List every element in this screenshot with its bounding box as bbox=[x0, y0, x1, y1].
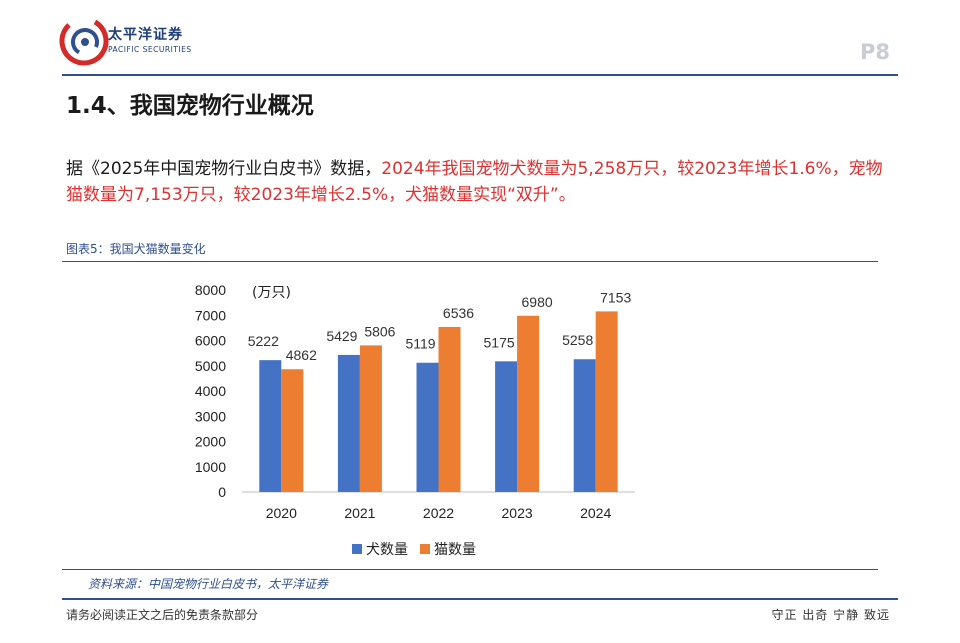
legend-swatch-dog bbox=[352, 544, 362, 554]
bar-cat bbox=[595, 311, 618, 492]
footer-motto: 守正 出奇 宁静 致远 bbox=[771, 608, 890, 622]
y-tick-label: 2000 bbox=[195, 434, 226, 450]
bar-cat bbox=[359, 345, 382, 492]
section-title: 1.4、我国宠物行业概况 bbox=[66, 93, 314, 119]
figure-divider bbox=[62, 261, 878, 262]
bar-dog bbox=[495, 361, 518, 492]
data-label: 5222 bbox=[248, 333, 279, 349]
data-label: 5258 bbox=[562, 332, 593, 348]
y-tick-label: 7000 bbox=[195, 307, 226, 323]
y-tick-label: 5000 bbox=[195, 358, 226, 374]
data-label: 6980 bbox=[522, 294, 553, 310]
figure-source: 资料来源：中国宠物行业白皮书，太平洋证券 bbox=[88, 577, 329, 591]
brand-name-cn: 太平洋证券 bbox=[108, 27, 183, 43]
data-label: 5429 bbox=[326, 328, 357, 344]
page-number: P8 bbox=[859, 40, 890, 64]
y-tick-label: 0 bbox=[218, 484, 226, 500]
y-tick-label: 3000 bbox=[195, 408, 226, 424]
data-label: 5119 bbox=[405, 336, 435, 352]
bar-dog bbox=[573, 359, 596, 492]
legend-label: 猫数量 bbox=[434, 542, 476, 558]
dog-cat-population-chart: 0 1000 2000 3000 4000 5000 6000 7000 8000 (万只) 522… bbox=[195, 282, 635, 558]
x-tick-label: 2022 bbox=[423, 505, 454, 521]
bar-dog bbox=[259, 360, 282, 492]
y-tick-label: 4000 bbox=[195, 383, 226, 399]
y-tick-label: 8000 bbox=[195, 282, 226, 298]
bar-cat bbox=[438, 326, 461, 492]
y-tick-label: 6000 bbox=[195, 333, 226, 349]
data-label: 5175 bbox=[484, 334, 515, 350]
x-tick-label: 2024 bbox=[580, 505, 611, 521]
paragraph-highlight: 2024年我国宠物犬数量为5,258万只，较2023年增长1.6%，宠物猫数量为… bbox=[66, 159, 883, 205]
pacific-securities-logo-icon bbox=[59, 16, 109, 66]
legend-label: 犬数量 bbox=[366, 542, 408, 558]
x-tick-label: 2020 bbox=[266, 505, 297, 521]
bar-cat bbox=[517, 315, 540, 492]
paragraph-lead: 据《2025年中国宠物行业白皮书》数据， bbox=[66, 159, 382, 179]
data-label: 4862 bbox=[286, 347, 317, 363]
y-tick-label: 1000 bbox=[195, 459, 226, 475]
bar-cat bbox=[281, 369, 304, 492]
header-divider bbox=[62, 74, 898, 76]
legend-swatch-cat bbox=[420, 544, 430, 554]
bar-dog bbox=[416, 362, 439, 492]
y-unit-label: (万只) bbox=[252, 285, 291, 301]
brand-name-en: PACIFIC SECURITIES bbox=[108, 45, 192, 54]
source-divider bbox=[62, 569, 878, 570]
footer-disclaimer: 请务必阅读正文之后的免责条款部分 bbox=[66, 608, 259, 622]
data-label: 7153 bbox=[600, 289, 631, 305]
body-paragraph: 据《2025年中国宠物行业白皮书》数据，2024年我国宠物犬数量为5,258万只… bbox=[66, 156, 886, 208]
x-tick-label: 2021 bbox=[344, 505, 375, 521]
figure-label: 图表5：我国犬猫数量变化 bbox=[66, 242, 206, 256]
footer-divider bbox=[62, 598, 898, 600]
data-label: 5806 bbox=[364, 323, 395, 339]
bar-dog bbox=[337, 354, 360, 492]
data-label: 6536 bbox=[443, 305, 474, 321]
x-tick-label: 2023 bbox=[502, 505, 533, 521]
